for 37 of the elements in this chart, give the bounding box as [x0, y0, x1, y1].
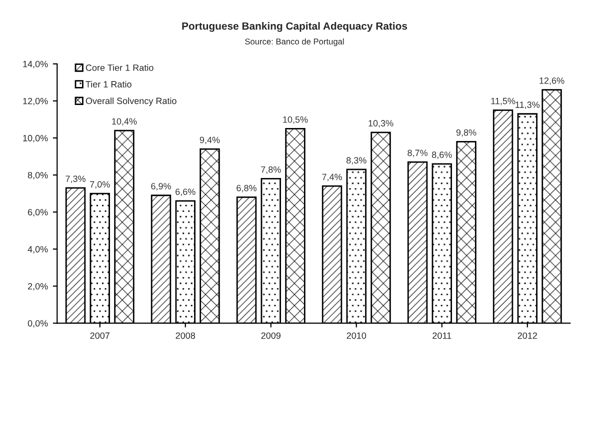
data-label: 6,8%	[236, 184, 256, 192]
data-label: 7,0%	[90, 181, 110, 189]
data-label: 7,8%	[261, 166, 281, 174]
data-label: 8,3%	[346, 157, 366, 165]
y-tick-label: 4,0%	[28, 246, 48, 254]
y-tick-label: 6,0%	[28, 209, 48, 216]
y-tick-label: 2,0%	[28, 283, 48, 291]
data-label: 10,3%	[368, 120, 394, 128]
x-tick-label: 2007	[90, 332, 110, 339]
legend-label: Tier 1 Ratio	[86, 80, 132, 88]
y-tick-label: 12,0%	[23, 98, 48, 106]
chart-title: Portuguese Banking Capital Adequacy Ratios	[182, 22, 408, 32]
data-label: 7,3%	[66, 176, 86, 184]
data-label: 11,5%	[491, 98, 516, 106]
x-tick-label: 2008	[176, 332, 196, 339]
y-tick-label: 10,0%	[23, 134, 48, 142]
y-tick-label: 14,0%	[23, 60, 48, 68]
data-label: 11,3%	[516, 102, 540, 109]
y-tick-label: 8,0%	[28, 172, 48, 180]
x-tick-label: 2009	[261, 332, 281, 339]
data-label: 10,4%	[112, 118, 137, 126]
legend-label: Core Tier 1 Ratio	[86, 64, 154, 71]
x-tick-label: 2012	[518, 332, 537, 339]
data-label: 9,4%	[200, 136, 220, 144]
data-label: 8,7%	[408, 150, 428, 158]
y-tick-label: 0,0%	[28, 320, 48, 328]
data-label: 12,6%	[540, 77, 564, 85]
x-tick-label: 2011	[432, 332, 452, 339]
x-tick-label: 2010	[346, 332, 366, 339]
data-label: 6,9%	[151, 183, 171, 190]
data-label: 7,4%	[322, 174, 342, 182]
data-label: 9,8%	[456, 129, 476, 137]
data-label: 6,6%	[176, 188, 196, 196]
data-label: 10,5%	[283, 116, 308, 124]
data-label: 8,6%	[432, 152, 452, 160]
legend-label: Overall Solvency Ratio	[86, 97, 176, 106]
chart-subtitle: Source: Banco de Portugal	[245, 38, 344, 46]
